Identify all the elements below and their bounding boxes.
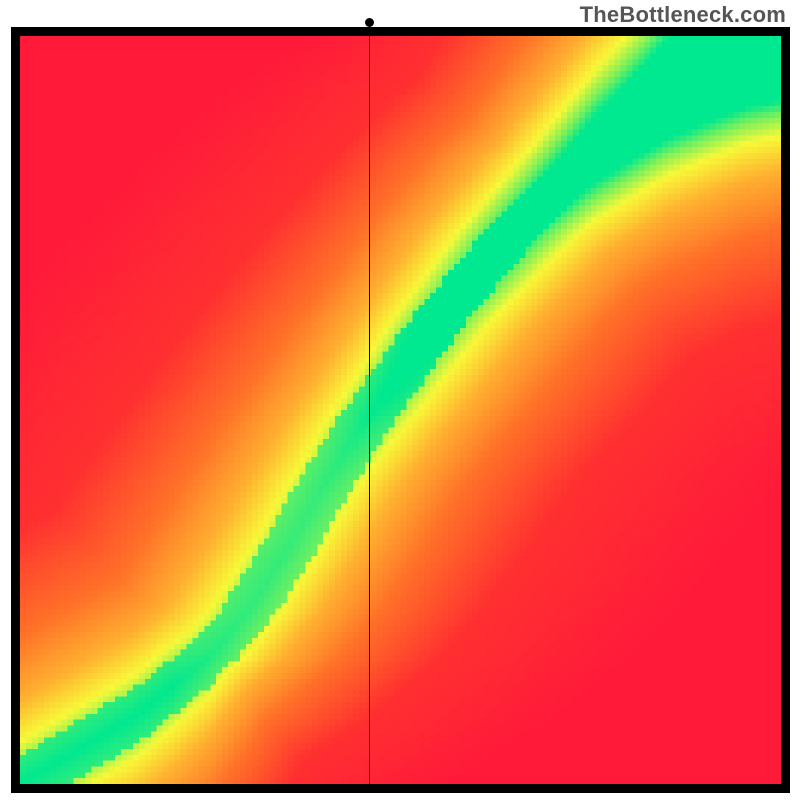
heatmap-canvas <box>20 36 781 784</box>
plot-area <box>20 36 781 784</box>
vertical-indicator-line <box>369 36 370 784</box>
watermark-text: TheBottleneck.com <box>580 2 786 28</box>
vertical-indicator-marker <box>365 18 374 27</box>
